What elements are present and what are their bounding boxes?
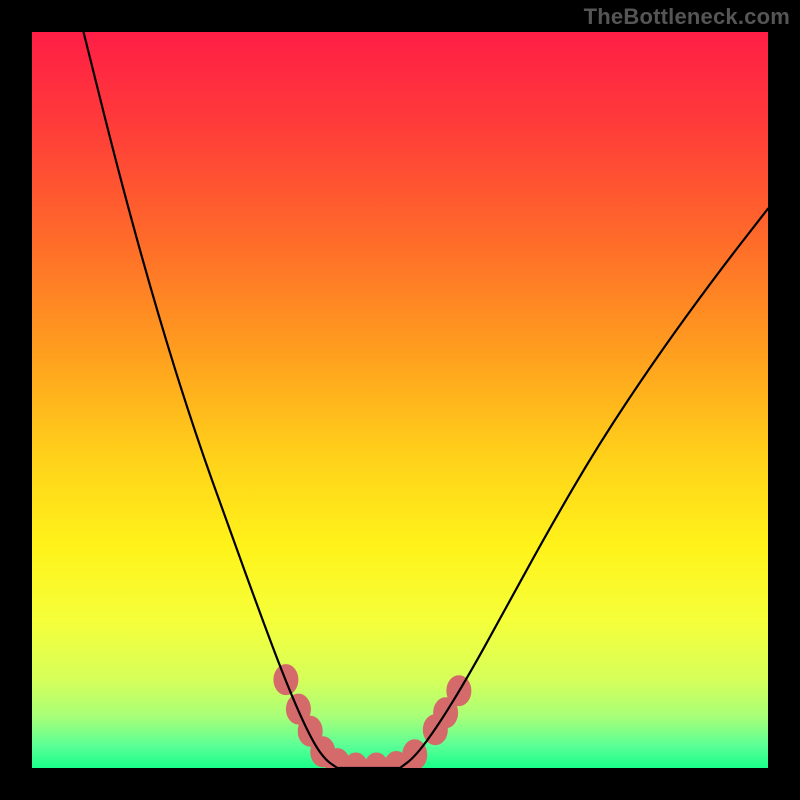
plot-area [32, 32, 768, 768]
chart-stage: TheBottleneck.com [0, 0, 800, 800]
marker-group [274, 665, 471, 768]
bottleneck-curve [32, 32, 768, 768]
watermark-text: TheBottleneck.com [584, 4, 790, 30]
v-curve-path [84, 32, 768, 768]
